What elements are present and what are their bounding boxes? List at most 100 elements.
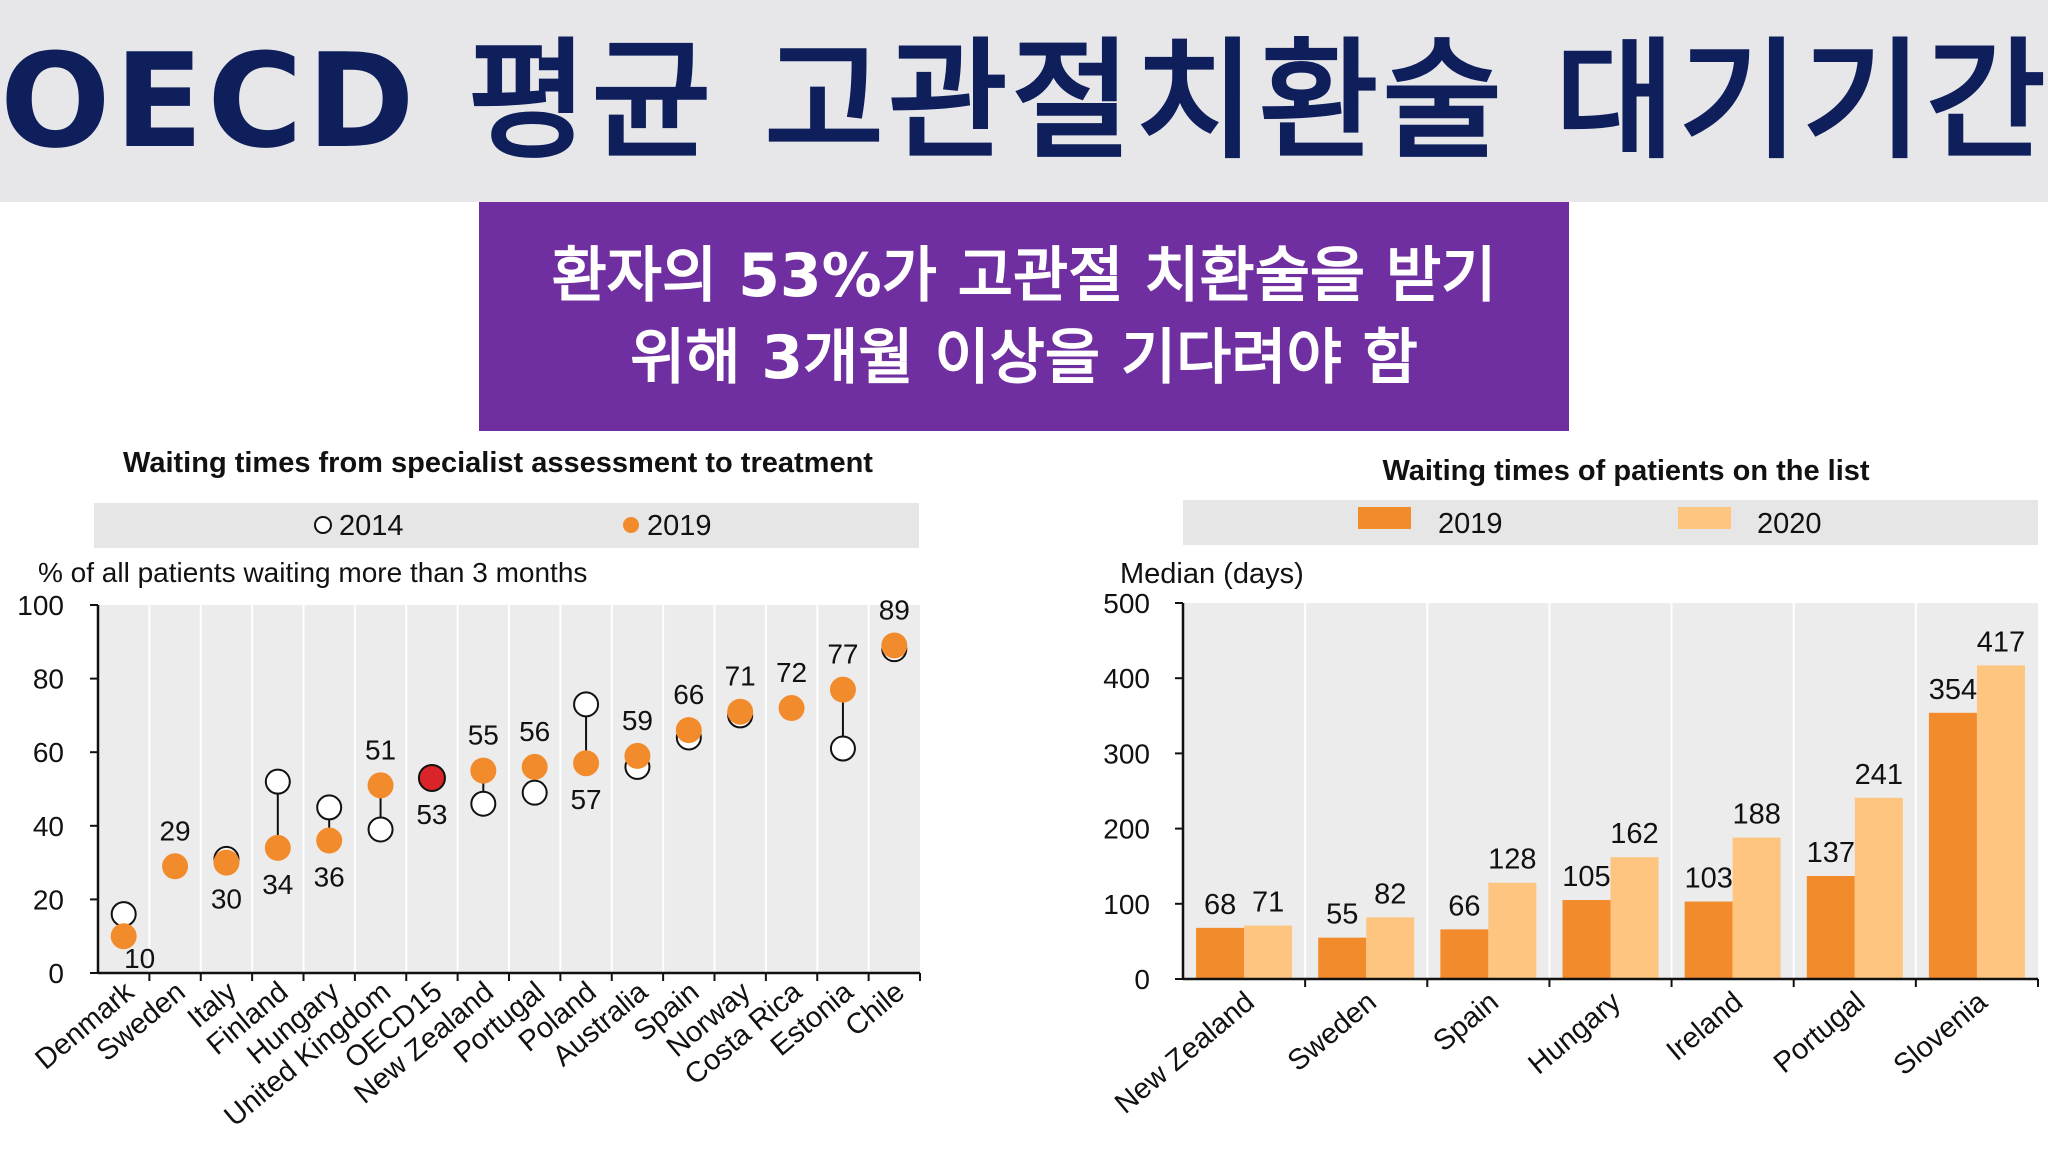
data-label: 241 xyxy=(1855,759,1903,791)
point-2019 xyxy=(675,717,702,744)
data-label: 89 xyxy=(879,594,910,625)
data-label: 137 xyxy=(1807,837,1855,869)
y-tick-label: 200 xyxy=(1103,814,1150,845)
point-2019 xyxy=(829,676,856,703)
point-2014 xyxy=(367,816,394,843)
bar-2020 xyxy=(1488,882,1537,979)
data-label: 53 xyxy=(416,799,447,830)
bar-2019 xyxy=(1928,712,1977,979)
data-label: 55 xyxy=(468,720,499,751)
x-tick-label: Ireland xyxy=(1661,986,1749,1068)
x-tick-label: Spain xyxy=(1427,986,1504,1058)
bar-2020 xyxy=(1610,857,1659,979)
data-label: 354 xyxy=(1929,674,1977,706)
data-label: 188 xyxy=(1732,799,1780,831)
x-tick-label: Sweden xyxy=(1282,986,1383,1078)
data-label: 77 xyxy=(827,639,858,670)
y-tick-label: 0 xyxy=(1134,964,1150,995)
data-label: 68 xyxy=(1204,889,1236,921)
y-tick-label: 0 xyxy=(48,958,64,989)
bar-2019 xyxy=(1318,937,1367,979)
legend-box xyxy=(94,503,919,548)
legend-swatch-2019 xyxy=(1358,507,1411,529)
bar-2020 xyxy=(1732,837,1781,979)
point-2019 xyxy=(727,698,754,725)
y-tick-label: 40 xyxy=(33,811,64,842)
x-tick-label: Hungary xyxy=(1522,986,1627,1081)
header-band xyxy=(0,0,2048,202)
point-2019 xyxy=(162,853,189,880)
y-tick-label: 100 xyxy=(17,590,64,621)
point-2014 xyxy=(316,794,343,821)
y-tick-label: 60 xyxy=(33,737,64,768)
bar-2020 xyxy=(1976,665,2025,979)
y-tick-label: 500 xyxy=(1103,588,1150,619)
bar-2020 xyxy=(1366,917,1415,979)
point-2014 xyxy=(829,735,856,762)
data-label: 66 xyxy=(1448,890,1480,922)
data-label: 105 xyxy=(1562,861,1610,893)
y-tick-label: 20 xyxy=(33,884,64,915)
point-2019 xyxy=(110,923,137,950)
point-oecd-average xyxy=(417,763,446,792)
y-tick-label: 80 xyxy=(33,664,64,695)
point-2019 xyxy=(367,772,394,799)
subtitle-line-2: 위해 3개월 이상을 기다려야 함 xyxy=(630,322,1418,393)
page-title: OECD 평균 고관절치환술 대기기간 xyxy=(0,25,2048,177)
legend-label-2014: 2014 xyxy=(339,510,404,542)
subtitle-box: 환자의 53%가 고관절 치환술을 받기 위해 3개월 이상을 기다려야 함 xyxy=(479,202,1569,431)
bar-2020 xyxy=(1244,925,1293,979)
y-tick-label: 300 xyxy=(1103,738,1150,769)
chart-title: Waiting times of patients on the list xyxy=(1382,455,1869,487)
point-2019 xyxy=(521,753,548,780)
bar-2020 xyxy=(1854,797,1903,979)
point-2019 xyxy=(264,834,291,861)
data-label: 10 xyxy=(124,943,155,974)
data-label: 66 xyxy=(673,679,704,710)
point-2019 xyxy=(470,757,497,784)
point-2019 xyxy=(624,742,651,769)
data-label: 59 xyxy=(622,705,653,736)
legend-marker-2014 xyxy=(314,516,332,534)
legend-swatch-2020 xyxy=(1678,507,1731,529)
data-label: 72 xyxy=(776,657,807,688)
point-2019 xyxy=(881,632,908,659)
point-2019 xyxy=(213,849,240,876)
point-2014 xyxy=(573,691,600,718)
data-label: 57 xyxy=(570,784,601,815)
point-2019 xyxy=(573,750,600,777)
y-tick-label: 100 xyxy=(1103,889,1150,920)
legend-marker-2019 xyxy=(623,517,639,533)
y-axis-label: Median (days) xyxy=(1120,558,1304,590)
data-label: 51 xyxy=(365,734,396,765)
legend-label-2019: 2019 xyxy=(1438,508,1503,540)
legend-label-2020: 2020 xyxy=(1757,508,1822,540)
data-label: 71 xyxy=(1252,887,1284,919)
bar-2019 xyxy=(1440,929,1489,979)
y-tick-label: 400 xyxy=(1103,663,1150,694)
data-label: 55 xyxy=(1326,899,1358,931)
point-2019 xyxy=(316,827,343,854)
y-axis-label: % of all patients waiting more than 3 mo… xyxy=(38,557,587,588)
point-2014 xyxy=(470,790,497,817)
data-label: 36 xyxy=(314,862,345,893)
subtitle-line-1: 환자의 53%가 고관절 치환술을 받기 xyxy=(551,240,1497,311)
bar-2019 xyxy=(1684,901,1733,979)
data-label: 29 xyxy=(159,815,190,846)
data-label: 34 xyxy=(262,869,293,900)
data-label: 128 xyxy=(1488,844,1536,876)
point-2014 xyxy=(264,768,291,795)
data-label: 82 xyxy=(1374,878,1406,910)
data-label: 103 xyxy=(1684,863,1732,895)
x-tick-label: Portugal xyxy=(1768,986,1871,1080)
x-tick-label: Slovenia xyxy=(1888,985,1994,1082)
chart-title: Waiting times from specialist assessment… xyxy=(123,447,873,479)
legend-box xyxy=(1183,500,2038,545)
data-label: 56 xyxy=(519,716,550,747)
point-2014 xyxy=(521,779,548,806)
bar-2019 xyxy=(1806,875,1855,979)
bar-2019 xyxy=(1562,900,1611,979)
data-label: 71 xyxy=(725,661,756,692)
